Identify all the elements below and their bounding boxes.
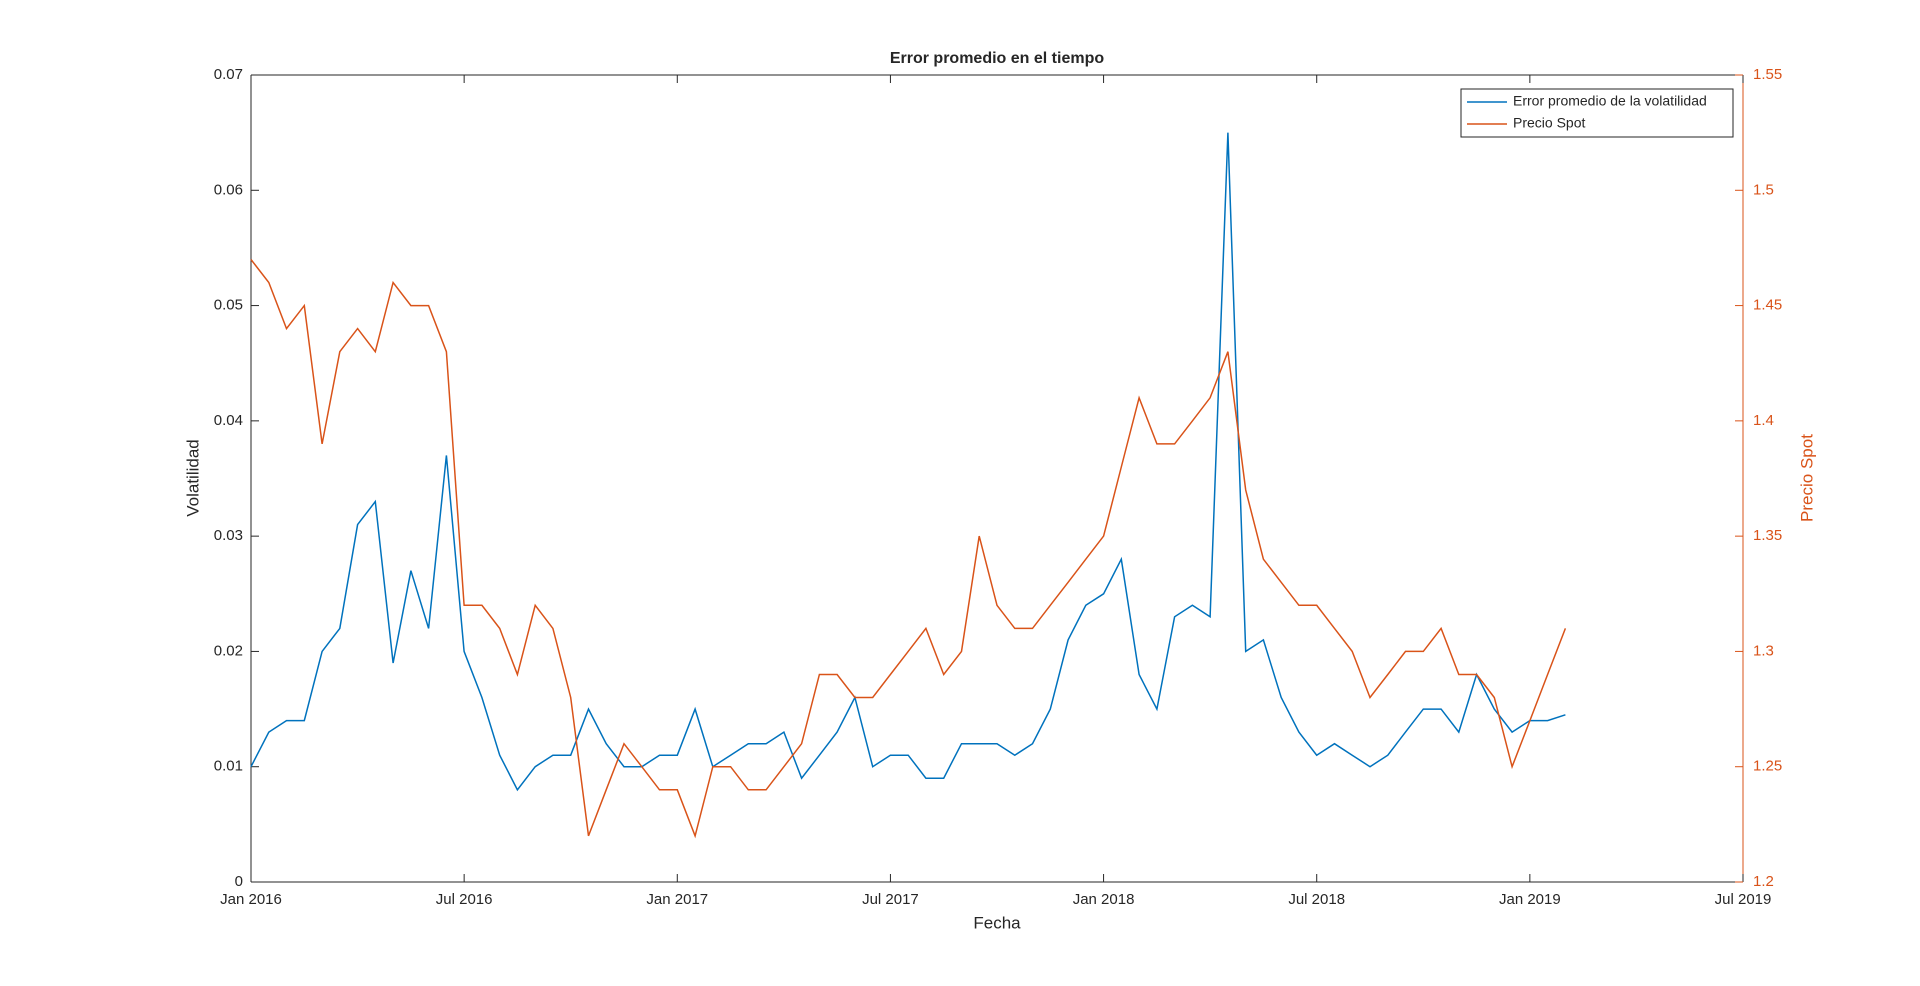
y-tick-label: 0.04 [214,412,243,429]
y-axis-label: Volatilidad [183,439,202,517]
y2-tick-label: 1.35 [1753,527,1782,544]
x-tick-label: Jul 2017 [862,891,919,908]
legend-label: Precio Spot [1513,115,1585,131]
y2-tick-label: 1.45 [1753,297,1782,314]
chart-title: Error promedio en el tiempo [890,50,1104,67]
series-line [250,259,1567,839]
y2-tick-label: 1.3 [1753,642,1774,659]
y2-tick-label: 1.55 [1753,66,1782,83]
x-tick-label: Jan 2017 [646,891,708,908]
x-tick-label: Jul 2019 [1715,891,1772,908]
y-tick-label: 0.03 [214,527,243,544]
y-tick-label: 0.02 [214,642,243,659]
y-tick-label: 0.07 [214,66,243,83]
y2-tick-label: 1.2 [1753,873,1774,890]
y2-axis-label: Precio Spot [1797,434,1816,522]
legend-box [1460,88,1734,138]
y-tick-label: 0.05 [214,297,243,314]
legend-label: Error promedio de la volatilidad [1513,93,1707,109]
x-tick-label: Jan 2019 [1499,891,1561,908]
y2-tick-label: 1.25 [1753,758,1782,775]
x-tick-label: Jan 2018 [1073,891,1135,908]
y2-tick-label: 1.5 [1753,181,1774,198]
y2-tick-label: 1.4 [1753,412,1774,429]
series-line [250,132,1566,792]
y-tick-label: 0.01 [214,758,243,775]
y-tick-label: 0 [235,873,243,890]
y-tick-label: 0.06 [214,181,243,198]
x-tick-label: Jul 2016 [436,891,493,908]
x-tick-label: Jan 2016 [220,891,282,908]
x-axis-label: Fecha [973,913,1021,932]
x-tick-label: Jul 2018 [1288,891,1345,908]
